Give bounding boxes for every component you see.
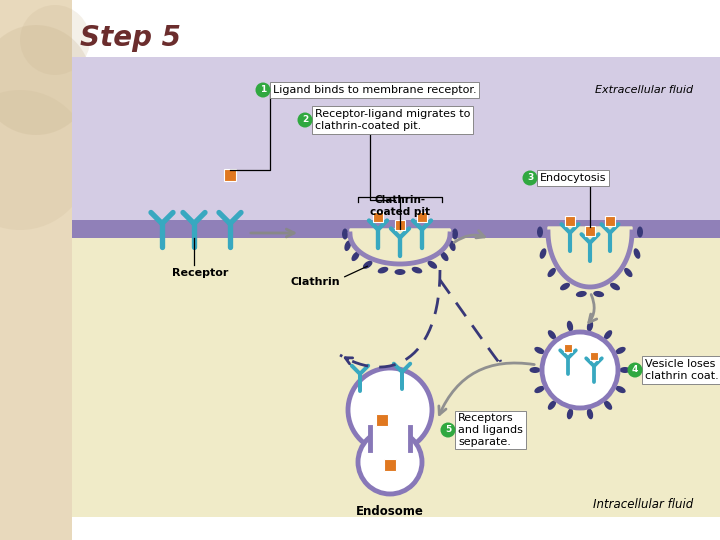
Text: Intracellular fluid: Intracellular fluid — [593, 498, 693, 511]
Ellipse shape — [534, 347, 544, 354]
Circle shape — [358, 430, 422, 494]
Text: Ligand binds to membrane receptor.: Ligand binds to membrane receptor. — [273, 85, 477, 95]
Ellipse shape — [363, 261, 372, 269]
Text: 3: 3 — [527, 173, 533, 183]
Text: Receptors
and ligands
separate.: Receptors and ligands separate. — [458, 414, 523, 447]
Ellipse shape — [619, 367, 631, 373]
Ellipse shape — [351, 252, 359, 261]
Text: Step 5: Step 5 — [80, 24, 181, 52]
Ellipse shape — [428, 261, 437, 269]
Circle shape — [297, 112, 312, 127]
Circle shape — [628, 362, 642, 377]
Ellipse shape — [560, 283, 570, 291]
Ellipse shape — [342, 228, 348, 240]
FancyBboxPatch shape — [370, 425, 410, 450]
Text: 4: 4 — [632, 366, 638, 375]
Ellipse shape — [604, 401, 612, 410]
Ellipse shape — [441, 252, 449, 261]
Text: Receptor: Receptor — [172, 268, 228, 278]
Ellipse shape — [534, 386, 544, 393]
Text: Endosome: Endosome — [356, 505, 424, 518]
Ellipse shape — [344, 240, 351, 251]
Ellipse shape — [539, 248, 546, 259]
Ellipse shape — [610, 283, 620, 291]
Ellipse shape — [567, 408, 573, 419]
FancyBboxPatch shape — [72, 220, 720, 238]
Ellipse shape — [624, 268, 632, 277]
Polygon shape — [350, 229, 450, 264]
Circle shape — [523, 171, 538, 186]
FancyBboxPatch shape — [72, 232, 720, 517]
Circle shape — [20, 5, 90, 75]
Text: Endocytosis: Endocytosis — [540, 173, 606, 183]
Circle shape — [542, 332, 618, 408]
Text: Clathrin: Clathrin — [290, 277, 340, 287]
Ellipse shape — [529, 367, 541, 373]
Ellipse shape — [593, 291, 604, 297]
Text: 2: 2 — [302, 116, 308, 125]
Ellipse shape — [576, 291, 587, 297]
Text: Receptor-ligand migrates to
clathrin-coated pit.: Receptor-ligand migrates to clathrin-coa… — [315, 109, 470, 131]
Ellipse shape — [587, 321, 593, 332]
Ellipse shape — [449, 240, 456, 251]
Circle shape — [348, 368, 432, 452]
Text: 1: 1 — [260, 85, 266, 94]
Text: Clathrin-
coated pit: Clathrin- coated pit — [370, 195, 430, 217]
Ellipse shape — [548, 330, 556, 340]
Ellipse shape — [412, 267, 423, 273]
Ellipse shape — [378, 267, 388, 273]
Ellipse shape — [637, 226, 643, 238]
Ellipse shape — [452, 228, 458, 240]
Circle shape — [0, 90, 90, 230]
Polygon shape — [548, 227, 632, 287]
FancyBboxPatch shape — [0, 0, 72, 540]
FancyBboxPatch shape — [72, 57, 720, 232]
Text: Extracellular fluid: Extracellular fluid — [595, 85, 693, 95]
Ellipse shape — [634, 248, 640, 259]
Ellipse shape — [616, 347, 626, 354]
Ellipse shape — [567, 321, 573, 332]
Circle shape — [256, 83, 271, 98]
Circle shape — [441, 422, 456, 437]
Ellipse shape — [537, 226, 543, 238]
Ellipse shape — [616, 386, 626, 393]
Ellipse shape — [395, 269, 405, 275]
Circle shape — [0, 25, 91, 135]
Text: Vesicle loses
clathrin coat.: Vesicle loses clathrin coat. — [645, 359, 719, 381]
Ellipse shape — [547, 268, 556, 277]
Text: 5: 5 — [445, 426, 451, 435]
Polygon shape — [350, 229, 450, 236]
Ellipse shape — [548, 401, 556, 410]
Ellipse shape — [604, 330, 612, 340]
Ellipse shape — [587, 408, 593, 419]
